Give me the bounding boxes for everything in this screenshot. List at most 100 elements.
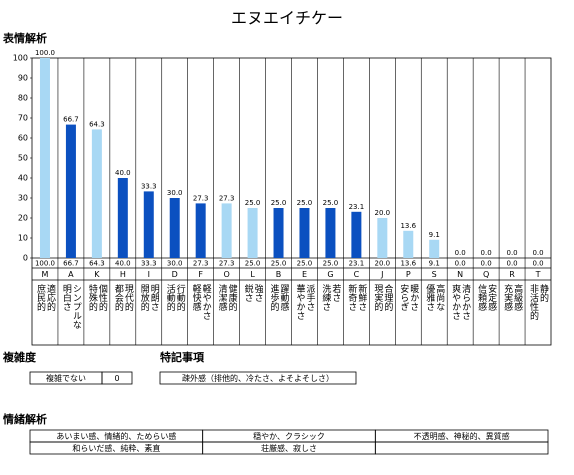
x-tick-label: J — [380, 270, 383, 279]
x-tick-label: A — [68, 270, 74, 279]
table-value: 23.1 — [349, 260, 365, 268]
x-tick-label: K — [94, 270, 100, 279]
category-description: 洗練さ — [320, 283, 331, 311]
category-description: 若さ — [330, 283, 341, 302]
table-value: 25.0 — [297, 260, 313, 268]
value-label: 27.3 — [219, 194, 235, 202]
table-value: 0.0 — [455, 260, 466, 268]
table-value: 13.6 — [400, 260, 416, 268]
bar — [299, 208, 310, 258]
table-value: 30.0 — [167, 260, 183, 268]
category-description: 清らかさ — [460, 283, 471, 320]
y-tick-label: 20 — [18, 214, 28, 223]
y-tick-label: 90 — [18, 74, 28, 83]
value-label: 100.0 — [35, 49, 55, 57]
category-description: 派手さ — [304, 284, 315, 311]
table-value: 25.0 — [245, 260, 261, 268]
x-tick-label: R — [509, 270, 515, 279]
value-label: 9.1 — [429, 231, 440, 239]
x-tick-label: P — [406, 270, 411, 279]
value-label: 25.0 — [271, 199, 287, 207]
category-description: 活動的 — [165, 283, 176, 312]
x-tick-label: H — [120, 270, 126, 279]
value-label: 27.3 — [193, 194, 209, 202]
value-label: 66.7 — [63, 116, 79, 124]
value-label: 64.3 — [89, 120, 105, 128]
y-tick-label: 80 — [18, 94, 28, 103]
table-value: 64.3 — [89, 260, 105, 268]
x-tick-label: O — [223, 270, 229, 279]
category-description: 高級感 — [512, 283, 523, 311]
section-title: 複雑度 — [2, 350, 37, 364]
category-description: 新奇さ — [346, 283, 357, 311]
table-text: 0 — [114, 374, 119, 383]
bar — [169, 198, 180, 258]
table-text: あいまい感、情緒的、ためらい感 — [56, 431, 176, 441]
category-description: 開放的 — [139, 284, 150, 312]
category-description: 優雅さ — [424, 283, 435, 311]
table-value: 100.0 — [35, 260, 55, 268]
value-label: 0.0 — [481, 249, 492, 257]
y-tick-label: 40 — [18, 174, 28, 183]
category-description: 非活性的 — [528, 283, 539, 321]
table-text: 穏やか、クラシック — [253, 431, 325, 441]
category-description: 安定感 — [486, 283, 497, 311]
category-description: 庶民的 — [35, 283, 46, 312]
value-label: 0.0 — [532, 249, 543, 257]
category-description: シンプルな — [71, 284, 82, 329]
x-tick-label: B — [276, 270, 282, 279]
x-tick-label: G — [327, 270, 333, 279]
category-description: 安らぎ — [398, 283, 409, 311]
bar — [403, 230, 414, 258]
value-label: 25.0 — [297, 199, 313, 207]
value-label: 23.1 — [349, 203, 365, 211]
x-tick-label: T — [535, 270, 541, 279]
y-tick-label: 10 — [18, 234, 28, 243]
table-value: 40.0 — [115, 260, 131, 268]
table-value: 0.0 — [507, 260, 518, 268]
x-tick-label: D — [172, 270, 178, 279]
table-value: 9.1 — [429, 260, 440, 268]
y-tick-label: 50 — [18, 154, 28, 163]
x-tick-label: I — [148, 270, 150, 279]
y-tick-label: 0 — [23, 254, 28, 263]
table-value: 25.0 — [323, 260, 339, 268]
x-tick-label: F — [198, 270, 203, 279]
category-description: 健康的 — [227, 283, 238, 312]
x-tick-label: C — [354, 270, 360, 279]
value-label: 0.0 — [507, 249, 518, 257]
value-label: 30.0 — [167, 189, 183, 197]
section-title: 表情解析 — [2, 31, 47, 45]
table-cell — [101, 371, 133, 385]
table-cell — [374, 441, 549, 455]
category-description: 充実感 — [502, 283, 513, 311]
bar — [117, 178, 128, 258]
category-description: 明白さ — [61, 284, 72, 311]
category-description: 鋭さ — [243, 283, 254, 302]
x-tick-label: N — [457, 270, 463, 279]
bar — [65, 124, 76, 258]
y-tick-label: 60 — [18, 134, 28, 143]
section-title: 特記事項 — [160, 350, 205, 364]
category-description: 華やかさ — [294, 283, 305, 320]
category-description: 合理的 — [382, 283, 393, 312]
table-cell — [159, 371, 357, 385]
category-description: 行動的 — [175, 283, 186, 312]
bar — [195, 203, 206, 258]
category-description: 軽やかさ — [201, 284, 212, 320]
value-label: 25.0 — [245, 199, 261, 207]
category-description: 都会的 — [113, 284, 124, 312]
bar — [39, 58, 50, 258]
section-title: 情緒解析 — [3, 412, 47, 426]
value-label: 20.0 — [375, 209, 391, 217]
table-value: 27.3 — [219, 260, 235, 268]
bar — [273, 208, 284, 258]
bar — [377, 218, 388, 258]
table-value: 0.0 — [481, 260, 492, 268]
bar — [325, 208, 336, 258]
category-description: 爽やかさ — [450, 284, 461, 320]
category-description: 進歩的 — [269, 283, 280, 312]
table-text: 荘厳感、寂しさ — [261, 443, 317, 453]
